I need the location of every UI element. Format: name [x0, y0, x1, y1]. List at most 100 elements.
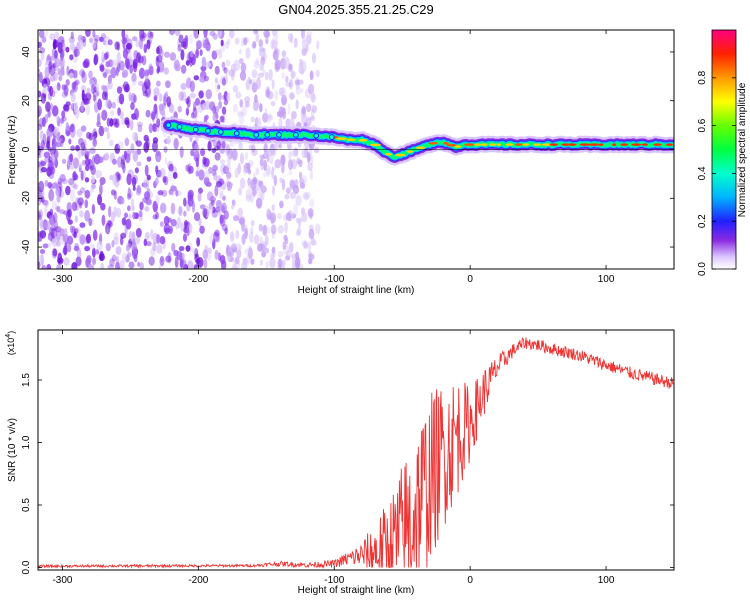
noise-blob — [185, 164, 190, 172]
noise-blob — [75, 256, 82, 267]
bottom-x-tick-label: -200 — [188, 575, 208, 586]
noise-blob — [53, 126, 60, 137]
noise-blob — [277, 212, 282, 220]
noise-blob — [137, 261, 141, 267]
ridge-peak — [653, 143, 662, 146]
noise-blob — [252, 189, 257, 196]
noise-blob — [315, 69, 320, 78]
noise-blob — [244, 151, 249, 161]
noise-blob — [226, 153, 232, 166]
noise-blob — [54, 226, 62, 233]
noise-blob — [89, 165, 94, 171]
noise-blob — [130, 198, 135, 209]
noise-blob — [237, 207, 244, 218]
noise-blob — [130, 102, 135, 111]
top-y-axis-label: Frequency (Hz) — [7, 116, 18, 185]
noise-blob — [91, 203, 96, 215]
noise-blob — [222, 165, 229, 174]
noise-blob — [272, 166, 277, 172]
noise-blob — [152, 123, 158, 132]
noise-blob — [86, 87, 91, 95]
noise-blob — [96, 240, 103, 252]
noise-blob — [95, 83, 99, 93]
noise-blob — [56, 205, 61, 213]
noise-blob — [290, 70, 297, 79]
noise-blob — [284, 194, 290, 200]
noise-blob — [271, 185, 276, 196]
noise-blob — [240, 261, 248, 269]
noise-blob — [238, 58, 244, 65]
noise-blob — [284, 255, 291, 261]
noise-blob — [179, 258, 184, 269]
noise-blob — [156, 234, 161, 244]
spectrogram-noise — [38, 30, 321, 269]
noise-blob — [128, 230, 133, 243]
noise-blob — [70, 145, 75, 152]
noise-blob — [225, 163, 232, 175]
noise-blob — [265, 168, 271, 177]
noise-blob — [84, 189, 91, 199]
noise-blob — [44, 113, 48, 124]
noise-blob — [167, 170, 174, 181]
top-x-axis: -300 -200 -100 0 100 — [52, 30, 615, 285]
noise-blob — [262, 112, 269, 123]
noise-blob — [289, 92, 295, 100]
noise-blob — [81, 70, 85, 79]
noise-blob — [95, 169, 102, 179]
noise-blob — [139, 201, 144, 211]
noise-blob — [236, 110, 244, 118]
noise-blob — [252, 40, 257, 49]
noise-blob — [205, 114, 209, 121]
noise-blob — [38, 145, 42, 157]
noise-blob — [303, 241, 308, 249]
noise-blob — [156, 118, 161, 128]
noise-blob — [38, 197, 41, 206]
noise-blob — [217, 92, 222, 101]
noise-blob — [260, 158, 265, 165]
noise-blob — [129, 118, 134, 131]
noise-blob — [215, 180, 223, 188]
noise-blob — [144, 232, 150, 241]
noise-blob — [228, 250, 234, 257]
noise-blob — [190, 112, 195, 119]
noise-blob — [267, 90, 274, 100]
noise-blob — [212, 112, 219, 122]
noise-blob — [261, 250, 267, 258]
noise-blob — [115, 246, 122, 256]
noise-blob — [159, 255, 165, 267]
ridge-node — [218, 129, 224, 135]
noise-blob — [311, 105, 318, 114]
noise-blob — [57, 177, 63, 185]
noise-blob — [56, 137, 62, 143]
noise-blob — [217, 84, 221, 90]
noise-blob — [238, 142, 244, 150]
ridge-peak — [549, 143, 559, 146]
noise-blob — [126, 252, 132, 258]
noise-blob — [141, 32, 147, 39]
noise-blob — [152, 214, 158, 220]
noise-blob — [234, 167, 239, 179]
noise-blob — [55, 186, 61, 197]
noise-blob — [186, 51, 193, 64]
noise-blob — [251, 69, 258, 79]
noise-blob — [156, 244, 163, 254]
noise-blob — [79, 222, 86, 228]
noise-blob — [102, 72, 108, 79]
noise-blob — [281, 178, 286, 191]
noise-blob — [247, 168, 252, 175]
noise-blob — [38, 71, 43, 84]
noise-blob — [309, 70, 314, 81]
noise-blob — [92, 138, 98, 148]
colorbar-tick-label: 0.4 — [697, 166, 708, 180]
noise-blob — [155, 55, 160, 68]
noise-blob — [52, 248, 58, 257]
y-multiplier-close: ) — [6, 331, 16, 334]
bottom-x-axis-label: Height of straight line (km) — [298, 585, 415, 596]
noise-blob — [119, 260, 125, 269]
noise-blob — [145, 69, 152, 75]
noise-blob — [116, 256, 120, 268]
noise-blob — [111, 211, 115, 223]
noise-blob — [308, 250, 312, 258]
noise-blob — [186, 227, 190, 237]
noise-blob — [287, 158, 293, 171]
